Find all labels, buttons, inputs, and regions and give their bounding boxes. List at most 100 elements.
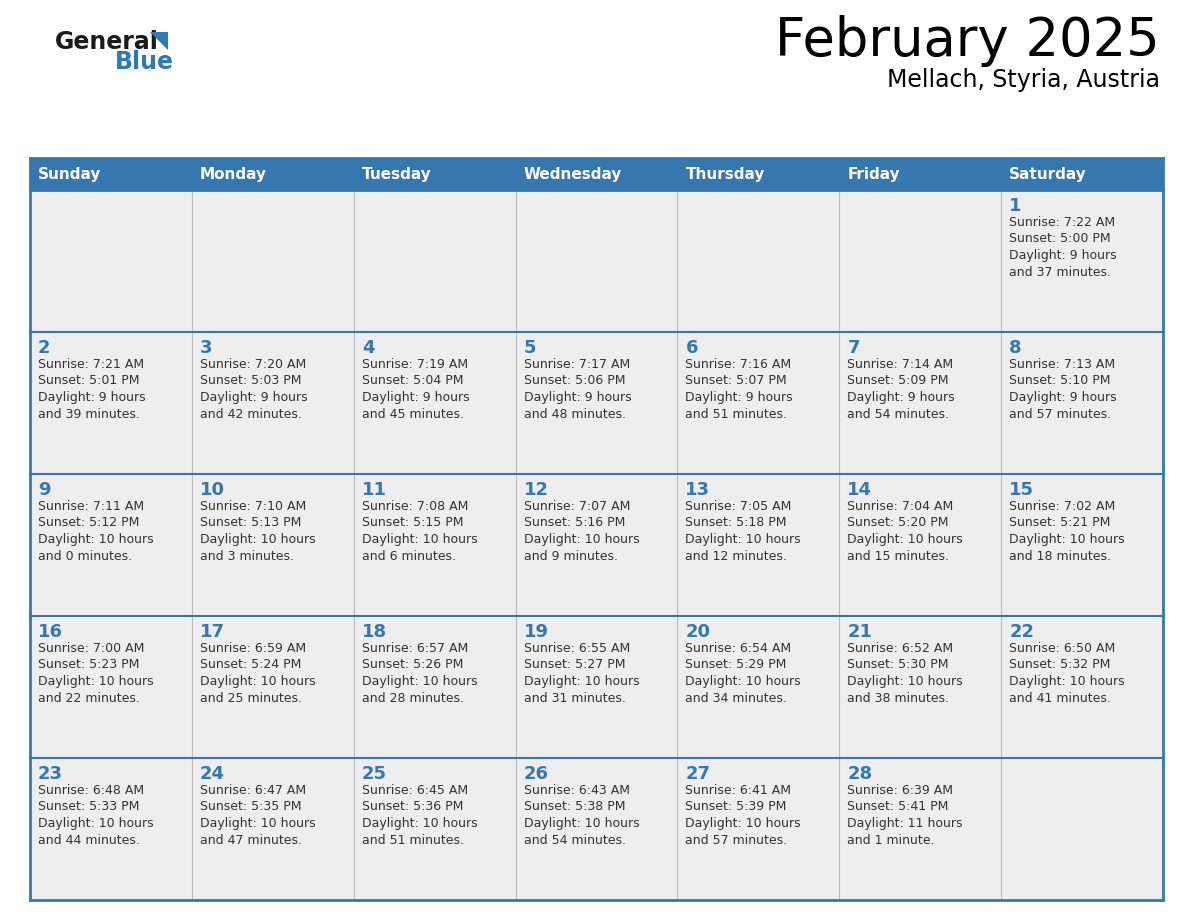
Text: 22: 22 [1009,623,1034,641]
Text: Sunrise: 6:43 AM: Sunrise: 6:43 AM [524,784,630,797]
Text: Sunset: 5:41 PM: Sunset: 5:41 PM [847,800,949,813]
Bar [30,332,191,474]
Bar [191,332,354,474]
Text: 27: 27 [685,765,710,783]
Bar [191,758,354,900]
Text: General: General [55,30,159,54]
Text: Daylight: 10 hours: Daylight: 10 hours [685,675,801,688]
Bar [354,616,516,758]
Text: Daylight: 10 hours: Daylight: 10 hours [685,817,801,830]
Text: Sunset: 5:13 PM: Sunset: 5:13 PM [200,517,302,530]
Text: Sunset: 5:15 PM: Sunset: 5:15 PM [361,517,463,530]
Text: Sunrise: 7:04 AM: Sunrise: 7:04 AM [847,500,954,513]
Polygon shape [150,32,168,50]
Text: Sunrise: 6:59 AM: Sunrise: 6:59 AM [200,642,307,655]
Text: Sunrise: 7:05 AM: Sunrise: 7:05 AM [685,500,792,513]
Text: Daylight: 9 hours: Daylight: 9 hours [200,391,308,404]
Text: and 0 minutes.: and 0 minutes. [38,550,132,563]
Text: Daylight: 10 hours: Daylight: 10 hours [361,817,478,830]
Text: Sunrise: 7:10 AM: Sunrise: 7:10 AM [200,500,307,513]
Text: 8: 8 [1009,339,1022,357]
Text: and 41 minutes.: and 41 minutes. [1009,691,1111,704]
Text: Sunset: 5:20 PM: Sunset: 5:20 PM [847,517,949,530]
Text: 5: 5 [524,339,536,357]
Text: 9: 9 [38,481,51,499]
Text: Daylight: 9 hours: Daylight: 9 hours [1009,249,1117,262]
Text: Daylight: 10 hours: Daylight: 10 hours [847,675,963,688]
Text: Sunset: 5:26 PM: Sunset: 5:26 PM [361,658,463,671]
Bar [1001,190,1163,332]
Text: Sunrise: 6:48 AM: Sunrise: 6:48 AM [38,784,144,797]
Text: Sunset: 5:01 PM: Sunset: 5:01 PM [38,375,139,387]
Text: Sunset: 5:23 PM: Sunset: 5:23 PM [38,658,139,671]
Text: Sunset: 5:21 PM: Sunset: 5:21 PM [1009,517,1111,530]
Text: Sunset: 5:10 PM: Sunset: 5:10 PM [1009,375,1111,387]
Text: Sunday: Sunday [38,166,101,182]
Text: Sunset: 5:16 PM: Sunset: 5:16 PM [524,517,625,530]
Text: 1: 1 [1009,197,1022,215]
Bar [1001,332,1163,474]
Bar [516,332,677,474]
Bar [516,190,677,332]
Text: and 47 minutes.: and 47 minutes. [200,834,302,846]
Text: Daylight: 10 hours: Daylight: 10 hours [38,817,153,830]
Text: Sunset: 5:06 PM: Sunset: 5:06 PM [524,375,625,387]
Text: Sunrise: 6:57 AM: Sunrise: 6:57 AM [361,642,468,655]
Text: Daylight: 9 hours: Daylight: 9 hours [847,391,955,404]
Text: and 45 minutes.: and 45 minutes. [361,408,463,420]
Text: and 6 minutes.: and 6 minutes. [361,550,456,563]
Bar [516,474,677,616]
Text: Tuesday: Tuesday [361,166,431,182]
Text: Sunrise: 6:39 AM: Sunrise: 6:39 AM [847,784,953,797]
Text: Daylight: 10 hours: Daylight: 10 hours [1009,675,1125,688]
Text: Daylight: 10 hours: Daylight: 10 hours [200,675,316,688]
Text: Sunrise: 6:54 AM: Sunrise: 6:54 AM [685,642,791,655]
Bar [354,758,516,900]
Bar [30,758,191,900]
Text: Sunset: 5:27 PM: Sunset: 5:27 PM [524,658,625,671]
Text: 17: 17 [200,623,225,641]
Text: and 57 minutes.: and 57 minutes. [685,834,788,846]
Text: Daylight: 10 hours: Daylight: 10 hours [685,533,801,546]
Text: Thursday: Thursday [685,166,765,182]
Text: and 25 minutes.: and 25 minutes. [200,691,302,704]
Text: Sunset: 5:36 PM: Sunset: 5:36 PM [361,800,463,813]
Bar [30,190,191,332]
Text: Daylight: 9 hours: Daylight: 9 hours [38,391,146,404]
Text: 19: 19 [524,623,549,641]
Text: Daylight: 9 hours: Daylight: 9 hours [361,391,469,404]
Text: and 34 minutes.: and 34 minutes. [685,691,788,704]
Text: Sunrise: 7:08 AM: Sunrise: 7:08 AM [361,500,468,513]
Text: Daylight: 10 hours: Daylight: 10 hours [38,533,153,546]
Text: and 54 minutes.: and 54 minutes. [847,408,949,420]
Bar [354,474,516,616]
Text: 28: 28 [847,765,872,783]
Text: Daylight: 10 hours: Daylight: 10 hours [847,533,963,546]
Text: Sunrise: 7:02 AM: Sunrise: 7:02 AM [1009,500,1116,513]
Text: Sunrise: 7:00 AM: Sunrise: 7:00 AM [38,642,145,655]
Text: Daylight: 10 hours: Daylight: 10 hours [361,675,478,688]
Text: and 51 minutes.: and 51 minutes. [361,834,463,846]
Text: and 48 minutes.: and 48 minutes. [524,408,626,420]
Text: Sunset: 5:18 PM: Sunset: 5:18 PM [685,517,786,530]
Text: and 28 minutes.: and 28 minutes. [361,691,463,704]
Text: and 12 minutes.: and 12 minutes. [685,550,788,563]
Text: Sunset: 5:29 PM: Sunset: 5:29 PM [685,658,786,671]
Text: 4: 4 [361,339,374,357]
Text: Daylight: 10 hours: Daylight: 10 hours [524,675,639,688]
Text: 15: 15 [1009,481,1034,499]
Text: 16: 16 [38,623,63,641]
Text: Sunrise: 6:55 AM: Sunrise: 6:55 AM [524,642,630,655]
Text: and 1 minute.: and 1 minute. [847,834,935,846]
Text: Daylight: 9 hours: Daylight: 9 hours [685,391,794,404]
Text: Sunrise: 7:21 AM: Sunrise: 7:21 AM [38,358,144,371]
Text: Sunrise: 6:50 AM: Sunrise: 6:50 AM [1009,642,1116,655]
Text: Saturday: Saturday [1009,166,1087,182]
Text: Sunset: 5:04 PM: Sunset: 5:04 PM [361,375,463,387]
Text: 20: 20 [685,623,710,641]
Text: Sunset: 5:35 PM: Sunset: 5:35 PM [200,800,302,813]
Text: Sunset: 5:07 PM: Sunset: 5:07 PM [685,375,788,387]
Text: Daylight: 10 hours: Daylight: 10 hours [200,533,316,546]
Text: 13: 13 [685,481,710,499]
Text: 10: 10 [200,481,225,499]
